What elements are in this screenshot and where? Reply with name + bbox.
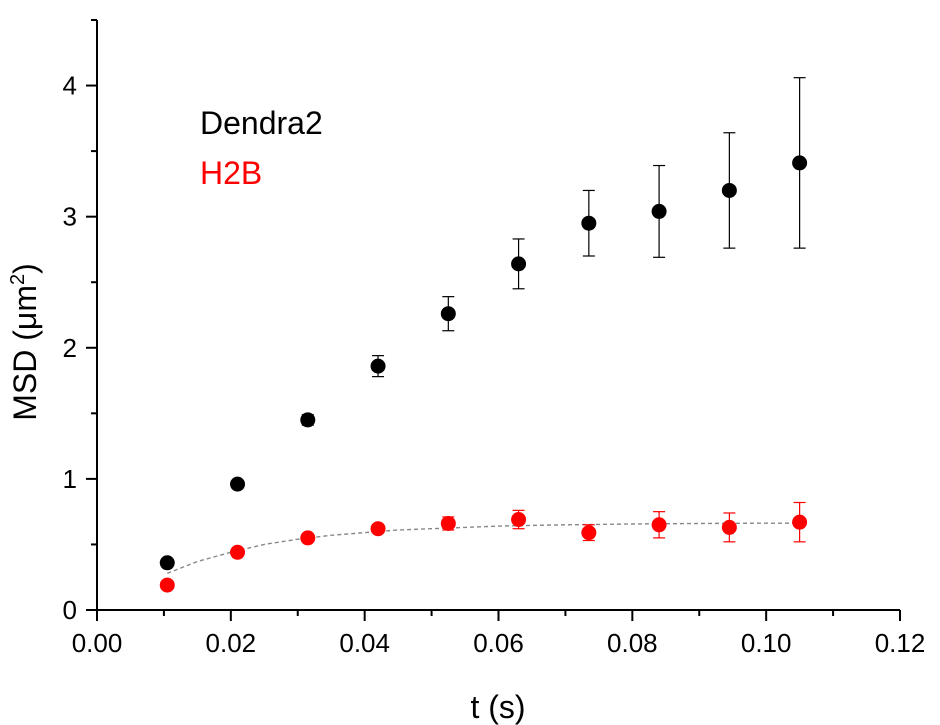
h2b-point — [721, 519, 737, 535]
y-tick-label: 4 — [63, 71, 77, 101]
h2b-fit-curve — [167, 522, 800, 574]
y-axis-title-close: ) — [7, 263, 43, 274]
legend-entry-dendra2: Dendra2 — [200, 105, 323, 141]
y-tick-label: 2 — [63, 333, 77, 363]
fit-curve-layer — [167, 522, 800, 574]
h2b-point — [440, 515, 456, 531]
y-axis-title: MSD (μm2) — [7, 263, 43, 421]
dendra2-point — [721, 182, 737, 198]
x-tick-label: 0.00 — [72, 628, 123, 658]
y-tick-label: 1 — [63, 464, 77, 494]
x-tick-label: 0.04 — [339, 628, 390, 658]
dendra2-point — [511, 256, 527, 272]
dendra2-point — [581, 215, 597, 231]
h2b-point — [792, 514, 808, 530]
x-axis-title: t (s) — [470, 689, 525, 725]
y-axis-title-unit: μm — [7, 285, 43, 330]
x-tick-label: 0.12 — [875, 628, 926, 658]
x-tick-label: 0.06 — [473, 628, 524, 658]
legend: Dendra2 H2B — [200, 105, 323, 191]
series-dendra2 — [159, 77, 808, 571]
axes: 0.00 0.02 0.04 0.06 0.08 0.10 0.12 0 1 2 3 4 — [63, 19, 926, 658]
h2b-point — [581, 525, 597, 541]
x-tick-label: 0.10 — [741, 628, 792, 658]
dendra2-point — [370, 358, 386, 374]
y-axis-title-sup: 2 — [7, 274, 29, 285]
h2b-point — [159, 577, 175, 593]
dendra2-point — [159, 555, 175, 571]
y-tick-label: 0 — [63, 595, 77, 625]
legend-entry-h2b: H2B — [200, 155, 262, 191]
h2b-point — [651, 517, 667, 533]
x-tick-label: 0.08 — [607, 628, 658, 658]
h2b-point — [300, 530, 316, 546]
y-axis-title-main: MSD ( — [7, 330, 43, 421]
x-tick-label: 0.02 — [206, 628, 257, 658]
dendra2-point — [651, 203, 667, 219]
dendra2-point — [230, 476, 246, 492]
h2b-point — [230, 544, 246, 560]
dendra2-point — [440, 306, 456, 322]
h2b-point — [511, 512, 527, 528]
dendra2-point — [300, 412, 316, 428]
series-h2b — [159, 501, 808, 593]
h2b-point — [370, 521, 386, 537]
y-tick-label: 3 — [63, 202, 77, 232]
data-layer — [159, 77, 808, 593]
dendra2-point — [792, 155, 808, 171]
